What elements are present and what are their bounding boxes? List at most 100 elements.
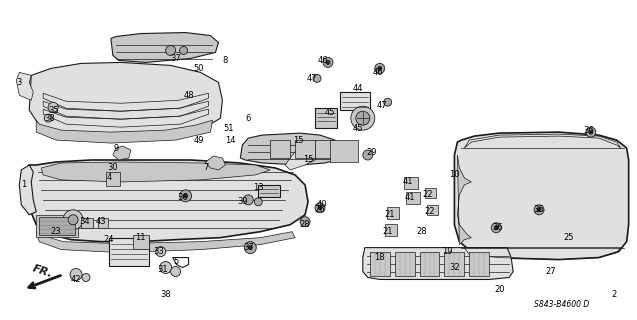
Text: 37: 37: [243, 243, 254, 252]
Circle shape: [160, 261, 171, 274]
Circle shape: [318, 206, 322, 210]
Text: 18: 18: [375, 253, 385, 262]
Circle shape: [383, 98, 392, 106]
Text: 13: 13: [253, 183, 264, 192]
Text: 38: 38: [44, 114, 55, 123]
Circle shape: [254, 198, 262, 206]
Text: 41: 41: [403, 177, 413, 187]
Text: 4: 4: [106, 173, 111, 182]
Text: 33: 33: [154, 247, 164, 256]
Polygon shape: [36, 232, 295, 252]
Text: 36: 36: [492, 223, 503, 232]
Text: S843-B4600 D: S843-B4600 D: [534, 300, 589, 309]
Circle shape: [82, 274, 90, 282]
Circle shape: [323, 58, 333, 68]
Text: 8: 8: [223, 56, 228, 65]
Bar: [445, 252, 464, 276]
Text: 25: 25: [564, 233, 574, 242]
Text: 15: 15: [303, 156, 313, 164]
Text: 45: 45: [325, 108, 335, 117]
Text: 1: 1: [20, 180, 26, 189]
Circle shape: [48, 102, 58, 112]
Text: 46: 46: [373, 68, 383, 77]
Text: 24: 24: [104, 235, 114, 244]
Bar: [98, 218, 108, 228]
Polygon shape: [36, 120, 213, 143]
Circle shape: [248, 246, 252, 250]
Text: 49: 49: [193, 136, 204, 145]
Circle shape: [313, 74, 321, 82]
Text: 36: 36: [534, 205, 545, 214]
Circle shape: [494, 226, 498, 230]
Text: 39: 39: [237, 197, 248, 206]
Text: 41: 41: [404, 193, 415, 202]
Text: 50: 50: [193, 64, 204, 73]
Circle shape: [180, 190, 192, 202]
Polygon shape: [240, 133, 338, 165]
Text: 34: 34: [80, 217, 90, 226]
Circle shape: [245, 242, 256, 253]
Text: 36: 36: [177, 193, 188, 202]
Bar: [406, 192, 420, 204]
Circle shape: [171, 267, 181, 276]
Bar: [132, 235, 149, 249]
Polygon shape: [111, 33, 218, 62]
Circle shape: [166, 45, 176, 55]
Text: 23: 23: [51, 227, 61, 236]
Text: 47: 47: [307, 74, 317, 83]
Bar: [385, 224, 397, 236]
Text: 2: 2: [611, 290, 617, 299]
Bar: [340, 92, 369, 110]
Bar: [36, 215, 78, 237]
Text: 30: 30: [108, 164, 118, 172]
Bar: [369, 252, 390, 276]
Text: 21: 21: [382, 227, 393, 236]
Polygon shape: [206, 156, 225, 170]
Text: 11: 11: [136, 233, 146, 242]
Text: 3: 3: [17, 78, 22, 87]
Text: 5: 5: [173, 257, 178, 266]
Text: 32: 32: [449, 263, 460, 272]
Text: 44: 44: [352, 84, 363, 93]
Bar: [424, 188, 436, 198]
Bar: [315, 140, 335, 158]
Polygon shape: [19, 165, 36, 215]
Polygon shape: [17, 72, 33, 100]
Polygon shape: [457, 155, 471, 244]
Text: 9: 9: [113, 144, 118, 153]
Bar: [295, 140, 315, 158]
Text: 27: 27: [546, 267, 556, 276]
Text: FR.: FR.: [31, 264, 54, 279]
Bar: [81, 218, 93, 228]
Bar: [387, 207, 399, 219]
Circle shape: [183, 194, 187, 198]
Text: 31: 31: [157, 265, 168, 274]
Text: 35: 35: [48, 106, 59, 115]
Polygon shape: [285, 145, 320, 170]
Circle shape: [70, 268, 82, 280]
Circle shape: [63, 210, 83, 230]
Text: 37: 37: [170, 54, 181, 63]
Polygon shape: [454, 132, 629, 260]
Text: 28: 28: [300, 220, 310, 229]
Circle shape: [491, 223, 501, 233]
Text: 19: 19: [442, 247, 453, 256]
Text: 45: 45: [352, 124, 363, 132]
Circle shape: [586, 127, 596, 137]
Bar: [315, 108, 337, 128]
Circle shape: [534, 205, 544, 215]
Text: 42: 42: [71, 275, 82, 284]
Circle shape: [315, 203, 325, 213]
Bar: [427, 205, 438, 215]
Text: 48: 48: [183, 91, 194, 100]
Bar: [395, 252, 415, 276]
Bar: [109, 238, 149, 266]
Circle shape: [68, 215, 78, 225]
Text: 28: 28: [416, 227, 427, 236]
Text: 51: 51: [223, 124, 234, 132]
Circle shape: [356, 111, 369, 125]
Bar: [420, 252, 440, 276]
Text: 7: 7: [203, 164, 208, 172]
Bar: [258, 185, 280, 197]
Text: 15: 15: [293, 136, 303, 145]
